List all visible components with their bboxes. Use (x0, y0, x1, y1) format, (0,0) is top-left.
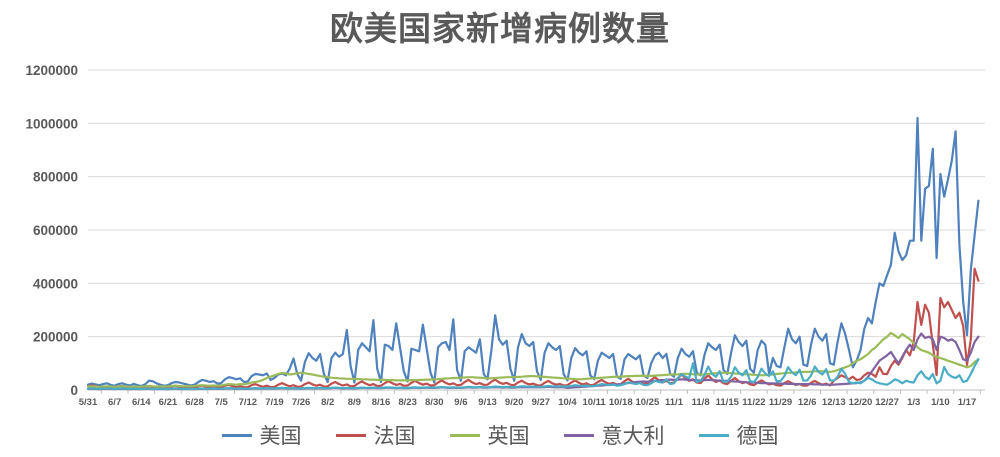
svg-text:7/19: 7/19 (265, 397, 284, 408)
svg-text:12/13: 12/13 (822, 397, 846, 408)
legend-item-germany: 德国 (698, 420, 779, 450)
svg-text:6/14: 6/14 (132, 397, 151, 408)
svg-text:7/5: 7/5 (215, 397, 229, 408)
svg-text:8/2: 8/2 (321, 397, 334, 408)
svg-text:6/21: 6/21 (159, 397, 178, 408)
svg-text:400000: 400000 (33, 276, 78, 291)
svg-text:7/12: 7/12 (239, 397, 258, 408)
svg-text:10/25: 10/25 (635, 397, 659, 408)
svg-text:9/13: 9/13 (478, 397, 497, 408)
legend-swatch-italy (563, 433, 594, 437)
legend-swatch-usa (221, 433, 252, 437)
svg-text:600000: 600000 (33, 223, 78, 238)
svg-text:12/6: 12/6 (798, 397, 817, 408)
x-axis (100, 390, 981, 394)
legend-item-usa: 美国 (221, 420, 302, 450)
svg-text:8/23: 8/23 (398, 397, 417, 408)
svg-text:11/15: 11/15 (716, 397, 740, 408)
svg-text:1/3: 1/3 (907, 397, 920, 408)
svg-text:9/27: 9/27 (532, 397, 551, 408)
svg-text:1/10: 1/10 (931, 397, 950, 408)
legend-swatch-uk (449, 433, 480, 437)
svg-text:1200000: 1200000 (25, 63, 78, 78)
svg-text:8/16: 8/16 (372, 397, 391, 408)
legend-item-italy: 意大利 (563, 420, 665, 450)
svg-text:6/28: 6/28 (185, 397, 204, 408)
svg-text:800000: 800000 (33, 170, 78, 185)
series-lines (86, 116, 980, 391)
svg-text:6/7: 6/7 (108, 397, 121, 408)
svg-text:9/6: 9/6 (454, 397, 467, 408)
gridlines (88, 69, 985, 391)
svg-text:12/20: 12/20 (849, 397, 873, 408)
svg-text:9/20: 9/20 (505, 397, 524, 408)
x-axis-labels: 5/31 6/7 6/14 6/21 6/28 7/5 7/12 7/19 7/26 8/2 8/9… (79, 397, 977, 408)
legend-label-italy: 意大利 (601, 425, 665, 448)
y-axis-labels: 0 200000 400000 600000 800000 1000000 1200000 (25, 63, 78, 398)
svg-text:7/26: 7/26 (292, 397, 311, 408)
legend-label-uk: 英国 (487, 425, 530, 448)
chart-title: 欧美国家新增病例数量 (330, 9, 670, 48)
legend: 美国 法国 英国 意大利 德国 (0, 419, 1000, 451)
legend-label-usa: 美国 (259, 425, 302, 448)
svg-text:5/31: 5/31 (79, 397, 98, 408)
legend-item-france: 法国 (335, 420, 416, 450)
svg-text:8/30: 8/30 (425, 397, 444, 408)
svg-text:8/9: 8/9 (348, 397, 361, 408)
legend-label-germany: 德国 (736, 425, 779, 448)
legend-swatch-germany (698, 433, 729, 437)
svg-text:200000: 200000 (33, 330, 78, 345)
svg-text:11/29: 11/29 (769, 397, 792, 408)
svg-text:10/11: 10/11 (582, 397, 606, 408)
legend-label-france: 法国 (373, 425, 416, 448)
svg-text:12/27: 12/27 (875, 397, 899, 408)
legend-item-uk: 英国 (449, 420, 530, 450)
svg-text:1000000: 1000000 (25, 116, 78, 131)
svg-text:11/22: 11/22 (742, 397, 765, 408)
svg-text:11/8: 11/8 (692, 397, 710, 408)
svg-text:1/17: 1/17 (958, 397, 977, 408)
legend-swatch-france (335, 433, 366, 437)
svg-text:0: 0 (70, 383, 78, 398)
svg-text:11/1: 11/1 (665, 397, 684, 408)
svg-text:10/4: 10/4 (558, 397, 577, 408)
svg-text:10/18: 10/18 (609, 397, 633, 408)
